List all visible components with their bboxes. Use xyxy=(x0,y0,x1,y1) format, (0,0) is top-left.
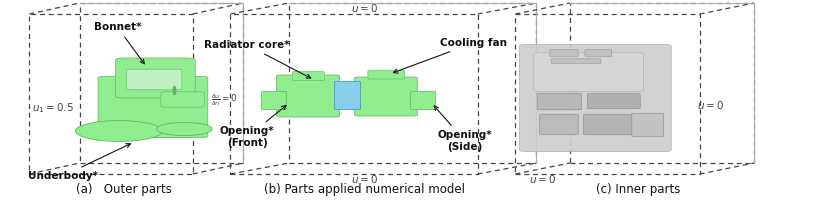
Circle shape xyxy=(75,121,163,141)
FancyBboxPatch shape xyxy=(98,76,208,138)
FancyBboxPatch shape xyxy=(540,114,578,135)
FancyBboxPatch shape xyxy=(334,81,360,110)
FancyBboxPatch shape xyxy=(537,93,582,110)
FancyBboxPatch shape xyxy=(520,44,671,152)
FancyBboxPatch shape xyxy=(411,91,436,110)
Circle shape xyxy=(157,122,212,136)
Text: (c) Inner parts: (c) Inner parts xyxy=(597,182,680,196)
Text: Opening*
(Front): Opening* (Front) xyxy=(220,106,286,148)
Text: Underbody*: Underbody* xyxy=(28,144,131,181)
Text: $\frac{\partial u}{\partial n}=0$: $\frac{\partial u}{\partial n}=0$ xyxy=(211,92,238,108)
Text: $u_1 = 0.5$: $u_1 = 0.5$ xyxy=(32,101,74,115)
Text: $u = 0$: $u = 0$ xyxy=(697,99,724,111)
Text: (a)   Outer parts: (a) Outer parts xyxy=(76,182,172,196)
FancyBboxPatch shape xyxy=(632,113,664,137)
Text: $u = 0$: $u = 0$ xyxy=(351,2,378,14)
FancyBboxPatch shape xyxy=(292,71,324,81)
Text: Cooling fan: Cooling fan xyxy=(393,38,507,73)
FancyBboxPatch shape xyxy=(551,59,601,63)
FancyBboxPatch shape xyxy=(587,94,640,109)
Text: (b) Parts applied numerical model: (b) Parts applied numerical model xyxy=(264,182,465,196)
FancyBboxPatch shape xyxy=(116,58,195,98)
Text: Radiator core*: Radiator core* xyxy=(204,40,311,78)
FancyBboxPatch shape xyxy=(261,91,287,110)
FancyBboxPatch shape xyxy=(534,52,644,92)
FancyBboxPatch shape xyxy=(161,92,204,107)
FancyBboxPatch shape xyxy=(550,50,578,56)
Text: $u = 0$: $u = 0$ xyxy=(351,173,378,185)
FancyBboxPatch shape xyxy=(354,77,417,116)
Text: Opening*
(Side): Opening* (Side) xyxy=(434,106,493,152)
FancyBboxPatch shape xyxy=(585,50,612,56)
FancyBboxPatch shape xyxy=(368,70,405,79)
FancyBboxPatch shape xyxy=(127,69,182,90)
FancyBboxPatch shape xyxy=(277,75,339,117)
Text: Bonnet*: Bonnet* xyxy=(94,22,144,64)
Text: $u = 0$: $u = 0$ xyxy=(530,173,556,185)
FancyBboxPatch shape xyxy=(583,114,634,135)
